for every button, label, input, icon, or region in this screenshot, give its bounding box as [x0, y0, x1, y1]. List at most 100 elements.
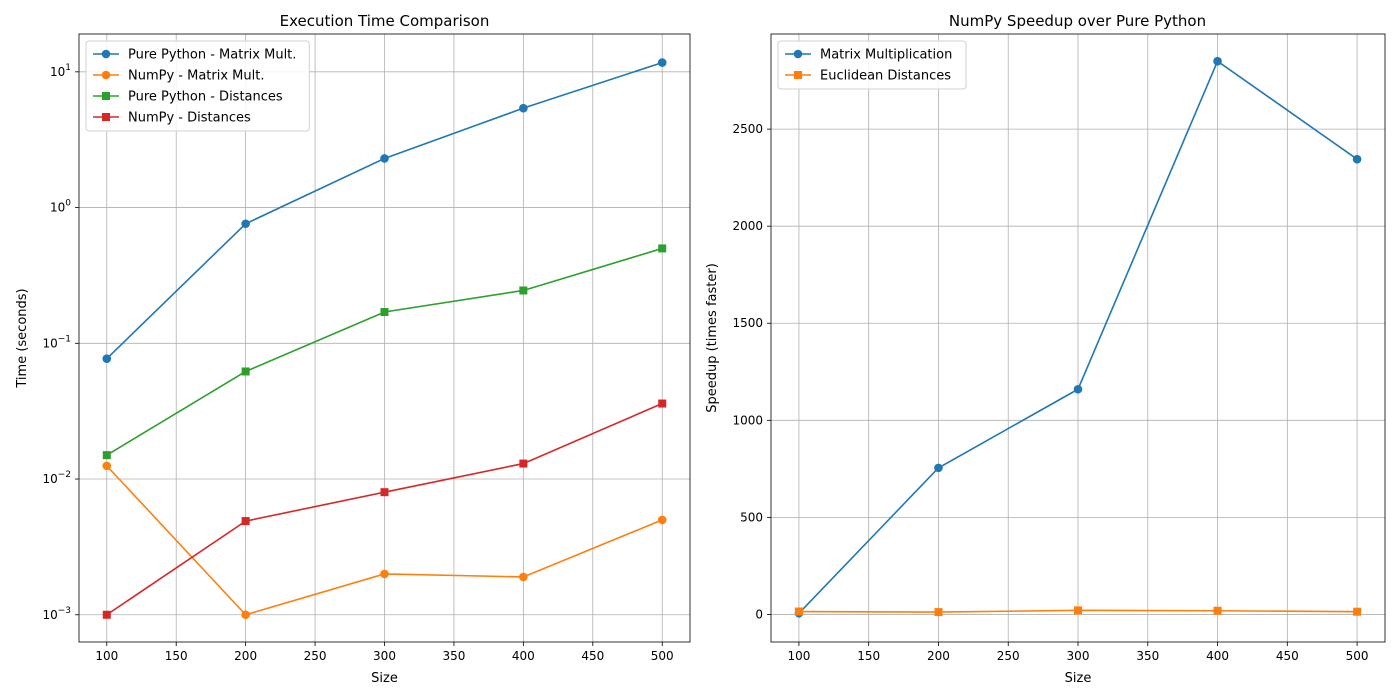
- x-tick-label: 400: [512, 649, 535, 663]
- y-tick-label: 10−2: [42, 470, 71, 486]
- data-point: [1213, 606, 1222, 615]
- legend-label: NumPy - Matrix Mult.: [128, 69, 264, 84]
- legend-label: Pure Python - Matrix Mult.: [128, 48, 296, 63]
- y-tick-exponent: −1: [58, 334, 71, 344]
- x-tick-label: 350: [1136, 649, 1159, 663]
- series-euclidean-distances: [794, 606, 1362, 617]
- chart-title: Execution Time Comparison: [280, 12, 490, 30]
- legend-item: NumPy - Distances: [93, 111, 251, 126]
- y-tick-label: 0: [755, 607, 763, 621]
- data-point: [380, 308, 389, 317]
- legend-marker: [102, 92, 110, 100]
- legend-marker: [101, 70, 111, 80]
- grid-lines: [79, 34, 690, 642]
- series-numpy-matrix-mult: [102, 461, 667, 620]
- data-point: [658, 399, 667, 408]
- legend-item: Pure Python - Distances: [93, 90, 283, 105]
- y-tick-label: 500: [740, 510, 763, 524]
- data-point: [380, 154, 389, 163]
- data-point: [102, 461, 112, 471]
- x-tick-label: 100: [95, 649, 118, 663]
- y-tick-label: 1500: [732, 316, 763, 330]
- legend-label: NumPy - Distances: [128, 111, 251, 126]
- legend-item: Matrix Multiplication: [785, 48, 952, 63]
- chart-title: NumPy Speedup over Pure Python: [949, 12, 1206, 30]
- y-tick-label: 2500: [732, 122, 763, 136]
- y-tick-exponent: 1: [65, 63, 71, 73]
- series-layer: [794, 56, 1362, 618]
- data-point: [1073, 384, 1083, 394]
- data-point: [102, 451, 111, 460]
- x-axis-label: Size: [1065, 671, 1092, 686]
- series-layer: [102, 58, 667, 620]
- data-point: [241, 517, 250, 526]
- y-tick-label: 101: [50, 63, 71, 79]
- y-tick-exponent: −2: [58, 470, 71, 480]
- data-point: [934, 608, 943, 617]
- legend-marker: [102, 113, 110, 121]
- x-tick-label: 250: [997, 649, 1020, 663]
- data-point: [519, 572, 528, 582]
- x-tick-label: 500: [651, 649, 674, 663]
- x-tick-label: 100: [787, 649, 810, 663]
- y-tick-label: 100: [50, 199, 71, 215]
- y-tick-label: 2000: [732, 219, 763, 233]
- data-point: [658, 244, 667, 253]
- data-point: [1353, 607, 1362, 616]
- data-point: [1074, 606, 1082, 615]
- x-tick-label: 250: [304, 649, 327, 663]
- y-tick-base: 10: [50, 65, 65, 79]
- data-point: [380, 569, 389, 579]
- y-tick-label: 10−1: [42, 334, 71, 350]
- data-point: [657, 515, 667, 525]
- x-tick-label: 150: [857, 649, 880, 663]
- grid-lines: [771, 34, 1385, 642]
- x-tick-label: 300: [373, 649, 396, 663]
- y-tick-base: 10: [50, 201, 65, 215]
- legend-item: Pure Python - Matrix Mult.: [93, 48, 296, 63]
- legend-marker: [793, 49, 803, 59]
- x-tick-label: 200: [234, 649, 257, 663]
- y-tick-base: 10: [42, 336, 57, 350]
- legend-item: NumPy - Matrix Mult.: [93, 69, 264, 84]
- y-axis-label: Time (seconds): [15, 288, 30, 388]
- data-point: [102, 610, 111, 619]
- legend-box: [85, 40, 310, 132]
- legend: Pure Python - Matrix Mult. NumPy - Matrix…: [85, 40, 310, 132]
- data-point: [519, 286, 528, 295]
- legend-label: Matrix Multiplication: [820, 48, 952, 63]
- legend-label: Euclidean Distances: [820, 69, 951, 84]
- axis-ticks: 100 150 200 250 300 350 400 450 50010−310−210−11…: [42, 63, 673, 663]
- data-point: [1213, 56, 1222, 66]
- data-point: [380, 488, 389, 497]
- y-tick-exponent: −3: [58, 606, 71, 616]
- x-tick-label: 200: [927, 649, 950, 663]
- legend: Matrix Multiplication Euclidean Distances: [777, 40, 967, 90]
- data-point: [1352, 154, 1362, 164]
- x-tick-label: 450: [581, 649, 604, 663]
- axis-ticks: 100 150 200 250 300 350 400 450 500 0 500 1000 1500 2…: [732, 122, 1368, 663]
- y-tick-base: 10: [42, 472, 57, 486]
- x-tick-label: 450: [1276, 649, 1299, 663]
- execution-time-chart: Execution Time Comparison 100 150 200 250 30…: [15, 12, 691, 686]
- y-tick-label: 10−3: [42, 606, 71, 622]
- x-tick-label: 300: [1067, 649, 1090, 663]
- data-point: [934, 463, 943, 473]
- y-tick-label: 1000: [732, 413, 763, 427]
- legend-item: Euclidean Distances: [785, 69, 951, 84]
- x-axis-label: Size: [371, 671, 398, 686]
- x-tick-label: 350: [442, 649, 465, 663]
- data-point: [102, 354, 112, 364]
- data-point: [241, 367, 250, 376]
- legend-marker: [101, 49, 111, 59]
- x-tick-label: 500: [1346, 649, 1369, 663]
- legend-marker: [794, 71, 802, 79]
- series-pure-python-distances: [102, 244, 667, 460]
- series-pure-python-matrix-mult: [102, 58, 667, 364]
- data-point: [241, 219, 250, 229]
- y-axis-label: Speedup (times faster): [705, 263, 720, 413]
- speedup-chart: NumPy Speedup over Pure Python 100 150 200…: [705, 12, 1386, 686]
- data-point: [519, 459, 528, 468]
- y-tick-base: 10: [42, 608, 57, 622]
